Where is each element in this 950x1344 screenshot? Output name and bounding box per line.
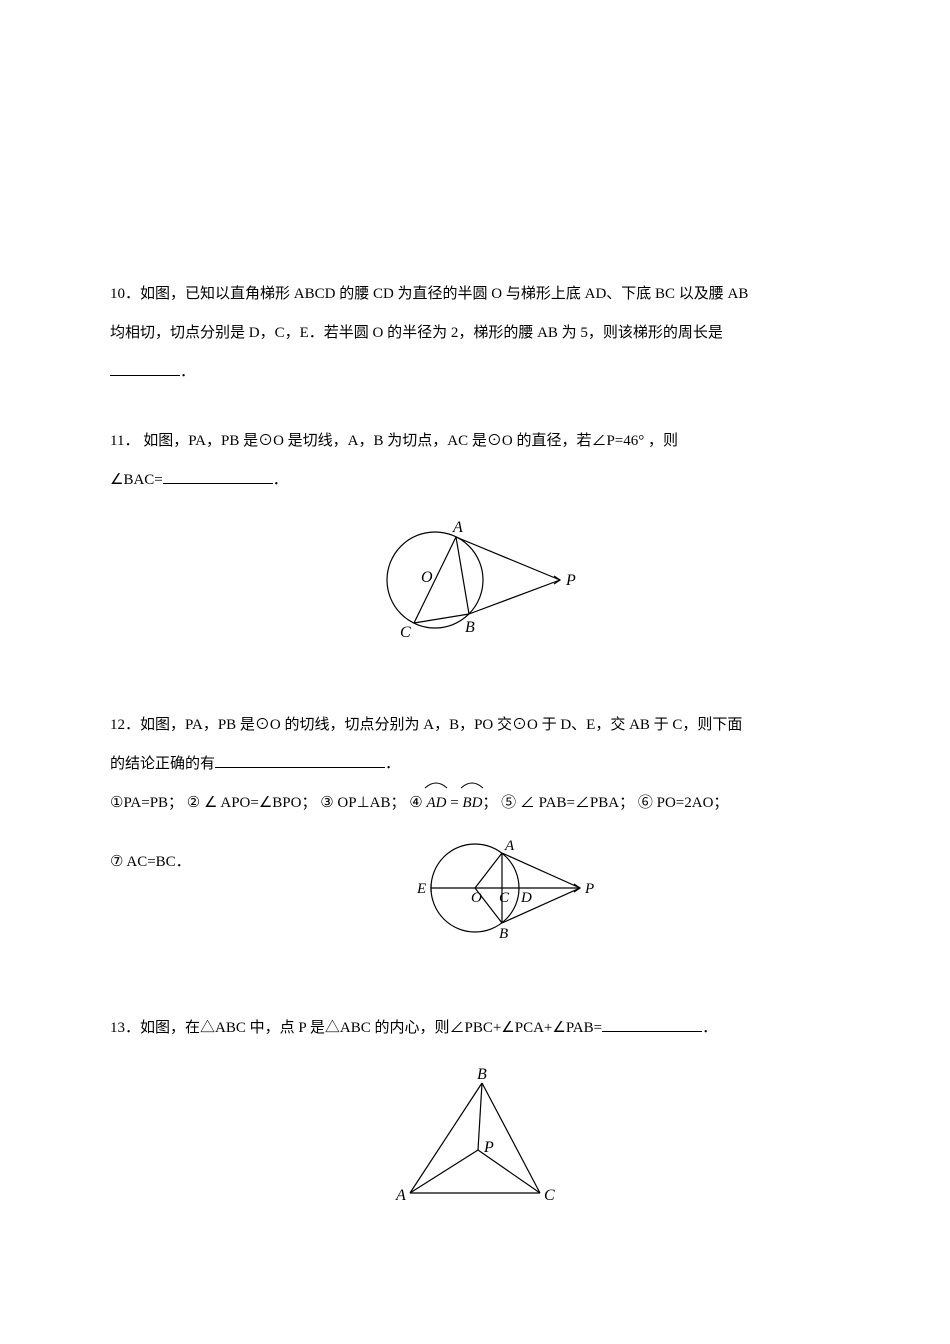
p11-line2: ∠BAC= ． (110, 461, 840, 500)
p13-line1: 13．如图，在△ABC 中，点 P 是△ABC 的内心，则∠PBC+∠PCA+∠… (110, 1009, 840, 1048)
p13-text-b: ． (702, 1020, 717, 1036)
p13-figure: A B C P (110, 1068, 840, 1224)
p12-text-b: 的结论正确的有 (110, 756, 215, 772)
p12-figure: A B CD E O P (191, 823, 840, 969)
p12-options-a: ①PA=PB； ② ∠ APO=∠BPO； ③ OP⊥AB； ④ (110, 795, 426, 811)
p11-figure: A B C O P (110, 500, 840, 676)
arc-icon (460, 781, 484, 789)
p11-line1: 11． 如图，PA，PB 是⊙O 是切线，A，B 为切点，AC 是⊙O 的直径，… (110, 422, 840, 461)
problem-11: 11． 如图，PA，PB 是⊙O 是切线，A，B 为切点，AC 是⊙O 的直径，… (110, 422, 840, 676)
svg-text:A: A (452, 519, 463, 536)
p12-arc-lhs: AD (426, 795, 446, 811)
p12-options-b: ； ⑤ ∠ PAB=∠PBA； ⑥ PO=2AO； (482, 795, 728, 811)
p13-number: 13． (110, 1020, 140, 1036)
p12-svg: A B CD E O P (405, 823, 625, 953)
problem-12: 12．如图，PA，PB 是⊙O 的切线，切点分别为 A，B，PO 交⊙O 于 D… (110, 706, 840, 969)
p13-text-a: 如图，在△ABC 中，点 P 是△ABC 的内心，则∠PBC+∠PCA+∠PAB… (140, 1020, 602, 1036)
svg-text:P: P (584, 881, 594, 897)
svg-text:D: D (520, 890, 532, 906)
page: 10．如图，已知以直角梯形 ABCD 的腰 CD 为直径的半圆 O 与梯形上底 … (0, 0, 950, 1344)
p11-text-c: ． (273, 472, 288, 488)
p11-text-b: ∠BAC= (110, 472, 163, 488)
p12-options-line1: ①PA=PB； ② ∠ APO=∠BPO； ③ OP⊥AB； ④ AD = BD… (110, 784, 840, 823)
p12-line1: 12．如图，PA，PB 是⊙O 的切线，切点分别为 A，B，PO 交⊙O 于 D… (110, 706, 840, 745)
p12-row: ⑦ AC=BC． A B CD E O P (110, 823, 840, 969)
p10-number: 10． (110, 286, 140, 302)
svg-text:B: B (477, 1068, 487, 1083)
p11-text-a: 如图，PA，PB 是⊙O 是切线，A，B 为切点，AC 是⊙O 的直径，若∠P=… (139, 433, 678, 449)
svg-text:A: A (504, 838, 515, 854)
p11-blank (163, 468, 273, 484)
p10-text-c: ． (180, 364, 195, 380)
p12-number: 12． (110, 717, 140, 733)
svg-text:E: E (416, 881, 426, 897)
svg-text:P: P (483, 1139, 494, 1156)
p10-line2: 均相切，切点分别是 D，C，E．若半圆 O 的半径为 2，梯形的腰 AB 为 5… (110, 314, 840, 353)
svg-text:P: P (565, 572, 576, 589)
problem-10: 10．如图，已知以直角梯形 ABCD 的腰 CD 为直径的半圆 O 与梯形上底 … (110, 275, 840, 392)
svg-text:O: O (471, 890, 482, 906)
svg-text:C: C (400, 624, 411, 641)
svg-text:B: B (499, 926, 508, 942)
p10-blank (110, 360, 180, 376)
problem-13: 13．如图，在△ABC 中，点 P 是△ABC 的内心，则∠PBC+∠PCA+∠… (110, 1009, 840, 1224)
svg-text:C: C (499, 890, 510, 906)
p12-arc-lhs-wrap: AD (426, 784, 446, 823)
svg-text:A: A (395, 1187, 406, 1204)
p12-text-c: ． (385, 756, 400, 772)
svg-text:C: C (544, 1187, 555, 1204)
p12-arc-rhs-wrap: BD (462, 784, 482, 823)
p12-arc-rhs: BD (462, 795, 482, 811)
p12-blank (215, 752, 385, 768)
p12-options-c: ⑦ AC=BC． (110, 823, 191, 882)
p11-svg: A B C O P (365, 500, 585, 660)
p12-text-a: 如图，PA，PB 是⊙O 的切线，切点分别为 A，B，PO 交⊙O 于 D、E，… (140, 717, 742, 733)
p11-number: 11． (110, 433, 139, 449)
svg-text:O: O (421, 569, 433, 586)
p12-eq: = (446, 795, 462, 811)
p10-line3: ． (110, 353, 840, 392)
svg-text:B: B (465, 619, 475, 636)
p13-blank (602, 1016, 702, 1032)
p13-svg: A B C P (390, 1068, 560, 1208)
p12-line2: 的结论正确的有 ． (110, 745, 840, 784)
arc-icon (424, 781, 448, 789)
p10-text-a: 如图，已知以直角梯形 ABCD 的腰 CD 为直径的半圆 O 与梯形上底 AD、… (140, 286, 748, 302)
p10-line1: 10．如图，已知以直角梯形 ABCD 的腰 CD 为直径的半圆 O 与梯形上底 … (110, 275, 840, 314)
